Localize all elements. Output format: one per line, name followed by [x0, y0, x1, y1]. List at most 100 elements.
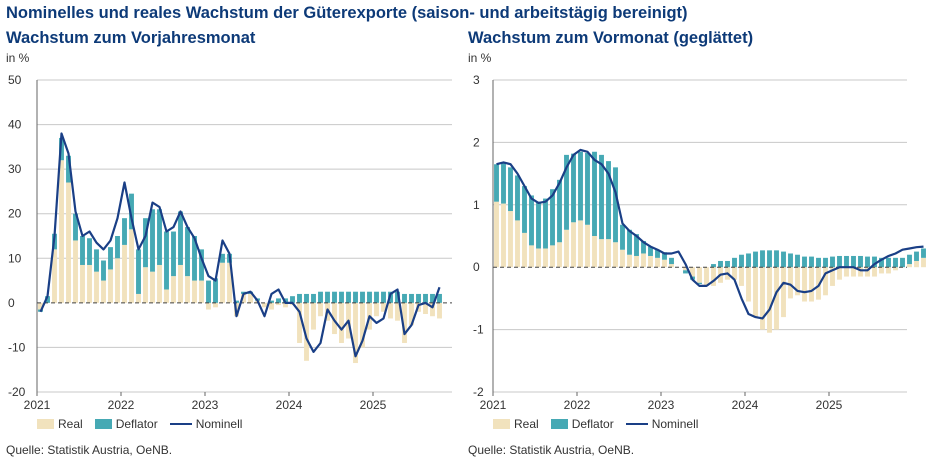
legend-item-deflator: Deflator	[550, 417, 614, 431]
deflator-bar	[914, 251, 919, 261]
real-bar	[907, 264, 912, 268]
deflator-bar	[753, 251, 758, 268]
real-bar	[830, 267, 835, 286]
deflator-bar	[550, 189, 555, 246]
x-tick-label: 2024	[276, 398, 303, 412]
deflator-bar	[823, 257, 828, 268]
real-bar	[297, 302, 302, 343]
deflator-bar	[788, 253, 793, 268]
real-bar	[536, 248, 541, 268]
deflator-bar	[620, 224, 625, 250]
deflator-bar	[564, 154, 569, 230]
y-tick-label: -20	[8, 385, 26, 399]
deflator-bar	[522, 186, 527, 233]
real-bar	[157, 264, 162, 303]
real-bar	[585, 224, 590, 268]
deflator-swatch	[94, 419, 112, 429]
real-bar	[655, 257, 660, 268]
real-bar	[227, 262, 232, 303]
y-tick-label: 10	[8, 251, 22, 265]
real-bar	[87, 264, 92, 303]
legend-label-real: Real	[58, 417, 83, 431]
deflator-bar	[269, 300, 274, 303]
deflator-bar	[185, 227, 190, 277]
nominal-line-swatch	[625, 423, 648, 425]
right-legend: Real Deflator Nominell	[493, 417, 710, 431]
real-bar	[823, 267, 828, 296]
real-bar	[101, 280, 106, 303]
deflator-bar	[192, 236, 197, 281]
legend-item-deflator: Deflator	[94, 417, 158, 431]
deflator-bar	[143, 218, 148, 268]
real-bar	[858, 267, 863, 277]
legend-label-nominal: Nominell	[651, 417, 699, 431]
right-unit-label: in %	[468, 51, 492, 65]
real-bar	[430, 302, 435, 317]
deflator-bar	[220, 253, 225, 263]
deflator-bar	[318, 291, 323, 303]
real-bar	[879, 267, 884, 274]
deflator-bar	[879, 257, 884, 268]
deflator-bar	[725, 260, 730, 268]
deflator-bar	[381, 291, 386, 303]
left-source: Quelle: Statistik Austria, OeNB.	[6, 443, 173, 457]
real-bar	[143, 267, 148, 303]
real-bar	[339, 302, 344, 343]
real-bar	[122, 244, 127, 303]
deflator-bar	[115, 236, 120, 259]
real-bar	[52, 249, 57, 303]
x-tick-label: 2025	[816, 398, 843, 412]
real-bar	[599, 239, 604, 268]
page-title: Nominelles und reales Wachstum der Güter…	[6, 4, 688, 22]
deflator-bar	[199, 249, 204, 281]
x-tick-label: 2021	[480, 398, 507, 412]
deflator-bar	[907, 254, 912, 265]
right-chart-title: Wachstum zum Vormonat (geglättet)	[468, 29, 754, 47]
real-bar	[178, 264, 183, 303]
real-bar	[501, 203, 506, 268]
real-bar	[704, 267, 709, 286]
real-bar	[515, 220, 520, 268]
real-bar	[816, 267, 821, 300]
real-bar	[80, 264, 85, 303]
deflator-bar	[501, 162, 506, 204]
real-bar	[38, 302, 43, 310]
x-tick-label: 2022	[564, 398, 591, 412]
deflator-bar	[844, 255, 849, 268]
deflator-bar	[297, 293, 302, 303]
real-bar	[94, 271, 99, 303]
deflator-bar	[543, 198, 548, 249]
y-tick-label: -10	[8, 340, 26, 354]
deflator-bar	[683, 270, 688, 274]
left-chart-title: Wachstum zum Vorjahresmonat	[6, 29, 256, 47]
real-bar	[529, 245, 534, 268]
legend-item-real: Real	[493, 417, 539, 431]
deflator-bar	[129, 193, 134, 230]
deflator-bar	[423, 293, 428, 303]
deflator-bar	[101, 260, 106, 281]
real-bar	[851, 267, 856, 277]
deflator-bar	[921, 248, 926, 258]
deflator-bar	[290, 296, 295, 303]
real-bar	[767, 267, 772, 333]
deflator-bar	[802, 256, 807, 268]
right-source: Quelle: Statistik Austria, OeNB.	[468, 443, 635, 457]
deflator-bar	[711, 264, 716, 268]
deflator-bar	[515, 175, 520, 221]
deflator-bar	[585, 153, 590, 225]
deflator-bar	[136, 249, 141, 294]
deflator-bar	[108, 247, 113, 270]
real-swatch	[37, 419, 54, 429]
real-bar	[283, 302, 288, 308]
y-tick-label: 40	[8, 118, 22, 132]
deflator-bar	[900, 257, 905, 268]
deflator-bar	[416, 293, 421, 303]
deflator-bar	[87, 238, 92, 265]
deflator-bar	[732, 257, 737, 268]
deflator-bar	[213, 278, 218, 303]
deflator-bar	[339, 291, 344, 303]
real-bar	[543, 248, 548, 268]
deflator-bar	[872, 256, 877, 268]
y-tick-label: -2	[473, 385, 484, 399]
real-bar	[73, 240, 78, 303]
